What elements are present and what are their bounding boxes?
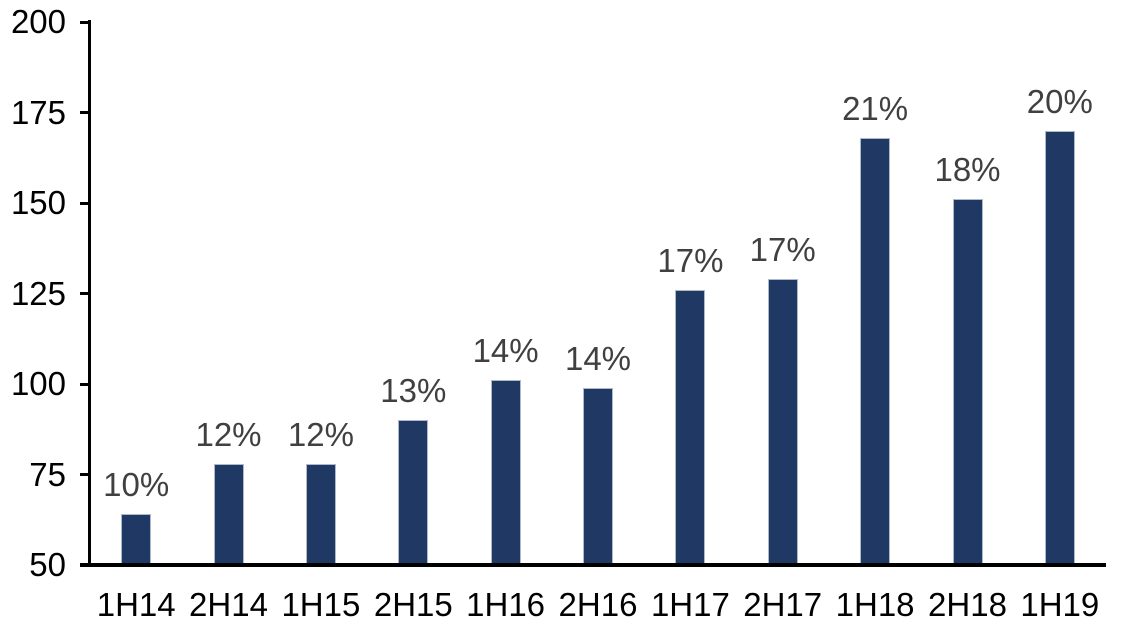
y-axis-tick xyxy=(80,111,90,114)
x-axis-line xyxy=(80,563,1106,567)
bar-value-label: 14% xyxy=(564,339,632,377)
y-axis-tick-label: 125 xyxy=(10,274,66,312)
bar-value-label: 20% xyxy=(1026,82,1093,120)
bar xyxy=(398,420,429,563)
y-axis-tick xyxy=(80,563,90,567)
bar xyxy=(675,289,706,563)
y-axis-tick xyxy=(80,201,90,205)
bar-value-label: 12% xyxy=(195,415,262,453)
y-axis-tick-label: 75 xyxy=(29,455,66,493)
bar xyxy=(1044,130,1075,563)
x-axis-tick-label: 2H17 xyxy=(743,586,823,623)
bar-value-label: 21% xyxy=(842,89,909,127)
bar xyxy=(305,463,336,563)
y-axis-tick-label: 175 xyxy=(10,93,66,131)
y-axis-tick xyxy=(80,382,90,386)
x-axis-tick-label: 2H16 xyxy=(558,586,638,623)
y-axis-tick-label: 100 xyxy=(10,365,66,402)
bar xyxy=(860,137,891,563)
y-axis-tick-label: 150 xyxy=(10,184,66,221)
y-axis-tick xyxy=(80,473,90,476)
x-axis-tick-label: 2H15 xyxy=(373,586,453,623)
y-axis-tick-label: 200 xyxy=(10,3,66,40)
x-axis-tick-label: 1H14 xyxy=(96,586,176,623)
bar-value-label: 12% xyxy=(287,415,354,453)
x-axis-tick-label: 1H16 xyxy=(466,586,546,623)
x-axis-tick-label: 2H14 xyxy=(189,586,268,623)
y-axis-tick xyxy=(80,292,90,295)
bar-value-label: 10% xyxy=(103,466,170,504)
bar xyxy=(952,199,983,563)
bar-value-label: 17% xyxy=(657,241,724,279)
x-axis-tick-label: 1H15 xyxy=(281,586,361,623)
bar-value-label: 18% xyxy=(934,151,1001,189)
x-axis-tick-label: 1H19 xyxy=(1020,586,1100,623)
bar-value-label: 17% xyxy=(749,231,816,268)
bar xyxy=(121,514,152,563)
y-axis-tick-label: 50 xyxy=(29,546,66,583)
bar xyxy=(767,279,798,563)
bar-value-label: 14% xyxy=(472,332,539,370)
x-axis-tick-label: 1H18 xyxy=(835,586,915,623)
bar xyxy=(213,463,244,563)
bar-value-label: 13% xyxy=(380,372,447,410)
x-axis-tick-label: 1H17 xyxy=(650,586,730,623)
x-axis-tick-label: 2H18 xyxy=(928,586,1007,623)
y-axis-tick xyxy=(80,20,90,24)
bar xyxy=(583,387,613,563)
bar xyxy=(490,380,521,563)
